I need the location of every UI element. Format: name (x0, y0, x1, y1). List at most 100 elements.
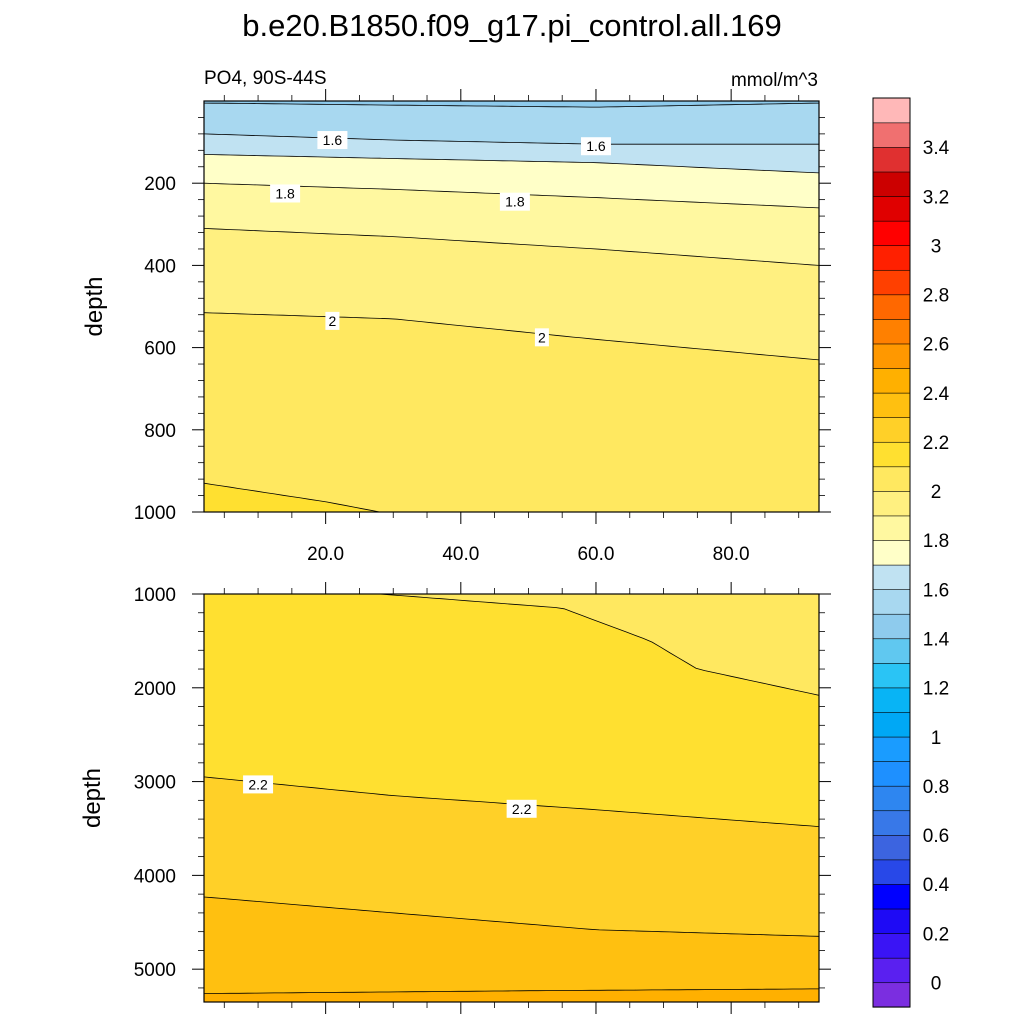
y-tick-label: 400 (144, 256, 176, 277)
y-tick-label: 600 (144, 339, 176, 360)
colorbar-swatch (872, 785, 911, 812)
colorbar-swatch (872, 736, 911, 762)
lower-panel: 2.2 2.2 1000 2000 3000 4000 5000 depth (79, 582, 831, 1014)
colorbar-swatch (872, 490, 911, 517)
colorbar-swatch (872, 859, 911, 885)
y-tick-label: 1000 (134, 503, 176, 524)
colorbar-swatch (872, 613, 911, 640)
colorbar-tick-label: 2.4 (923, 384, 950, 405)
colorbar-swatch (872, 908, 911, 934)
colorbar-swatch (872, 441, 911, 468)
colorbar-swatch (872, 195, 911, 222)
y-tick-label: 2000 (134, 679, 176, 700)
y-tick-label: 200 (144, 174, 176, 195)
contour-fill (204, 101, 819, 145)
contour-label: 1.6 (586, 138, 606, 154)
colorbar-swatch (872, 146, 911, 173)
contour-line (204, 482, 819, 512)
plot-frame (203, 593, 820, 1003)
colorbar-tick-label: 1.6 (923, 580, 949, 601)
y-tick-label: 4000 (134, 866, 176, 887)
contour-label-box (243, 775, 274, 794)
contour-fill (204, 594, 819, 696)
colorbar-tick-label: 0.4 (923, 875, 950, 896)
colorbar-swatch (872, 245, 911, 271)
colorbar-tick-label: 1.2 (923, 679, 949, 700)
colorbar-swatch (872, 392, 911, 418)
colorbar-tick-label: 1 (931, 728, 942, 749)
colorbar-tick-label: 1.4 (923, 630, 950, 651)
colorbar-tick-label: 0.6 (923, 826, 949, 847)
colorbar-swatch (872, 810, 911, 836)
upper-panel: 1.6 1.6 1.8 1.8 2 2 20.0 40.0 60.0 80.0 200 400 600 8… (81, 89, 831, 565)
colorbar-swatch (872, 294, 911, 320)
colorbar-swatch (872, 539, 911, 566)
contour-label-box (499, 192, 530, 211)
colorbar-tick-label: 2.2 (923, 433, 949, 454)
colorbar-swatch (872, 662, 911, 689)
x-tick-label: 40.0 (442, 544, 479, 565)
colorbar-tick-label: 2 (931, 482, 942, 503)
colorbar-swatch (872, 957, 911, 984)
y-tick-label: 3000 (134, 773, 176, 794)
contour-label: 1.6 (323, 132, 343, 148)
contour-label-box (534, 328, 549, 347)
colorbar-tick-label: 0 (931, 973, 942, 994)
contour-line (204, 988, 819, 994)
colorbar-swatch (872, 220, 911, 247)
colorbar-swatch (872, 122, 911, 148)
colorbar-swatch (872, 761, 911, 787)
contour-label-box (506, 799, 537, 818)
colorbar-swatch (872, 589, 911, 615)
colorbar-frame (872, 97, 911, 1008)
contour-line (204, 228, 819, 266)
variable-region-subtitle: PO4, 90S-44S (204, 68, 327, 89)
colorbar-swatch (872, 343, 911, 369)
colorbar-swatch (872, 466, 911, 492)
colorbar-tick-label: 3.2 (923, 187, 949, 208)
x-tick-label: 80.0 (713, 544, 750, 565)
colorbar-swatch (872, 982, 911, 1008)
x-tick-label: 60.0 (577, 544, 614, 565)
colorbar-tick-label: 2.8 (923, 286, 949, 307)
contour-line (204, 896, 819, 937)
colorbar-swatch (872, 171, 911, 197)
contour-label-box (270, 184, 301, 203)
colorbar-swatch (872, 367, 911, 394)
contour-line (204, 154, 819, 174)
plot-frame (203, 100, 820, 513)
x-tick-label: 20.0 (307, 544, 344, 565)
colorbar: 0 0.2 0.4 0.6 0.8 1 1.2 1.4 1.6 1.8 2 2.2 2.4 2.6 2.8 3… (872, 97, 950, 1008)
contour-label-box (580, 137, 611, 156)
contour-label: 2 (329, 313, 337, 329)
colorbar-tick-label: 3.4 (923, 138, 950, 159)
units-subtitle: mmol/m^3 (731, 70, 818, 91)
colorbar-tick-label: 3 (931, 236, 942, 257)
contour-line (204, 133, 819, 145)
colorbar-tick-label: 1.8 (923, 531, 949, 552)
chart-title: b.e20.B1850.f09_g17.pi_control.all.169 (242, 8, 782, 43)
colorbar-swatch (872, 515, 911, 541)
colorbar-swatch (872, 687, 911, 713)
colorbar-tick-label: 2.6 (923, 335, 949, 356)
y-tick-label: 1000 (134, 585, 176, 606)
colorbar-swatch (872, 711, 911, 738)
y-axis-label: depth (79, 768, 106, 828)
contour-label: 2 (538, 329, 546, 345)
contour-line (204, 102, 819, 108)
colorbar-swatch (872, 417, 911, 443)
contour-line (204, 312, 819, 361)
contour-label: 1.8 (505, 194, 525, 210)
colorbar-swatch (872, 97, 911, 124)
colorbar-swatch (872, 269, 911, 296)
colorbar-tick-label: 0.8 (923, 777, 949, 798)
contour-label: 2.2 (512, 801, 532, 817)
contour-fill (204, 594, 819, 827)
colorbar-swatch (872, 318, 911, 345)
colorbar-swatch (872, 834, 911, 861)
y-axis-label: depth (81, 276, 108, 336)
colorbar-swatch (872, 638, 911, 664)
y-tick-label: 800 (144, 421, 176, 442)
contour-label: 2.2 (248, 776, 268, 792)
